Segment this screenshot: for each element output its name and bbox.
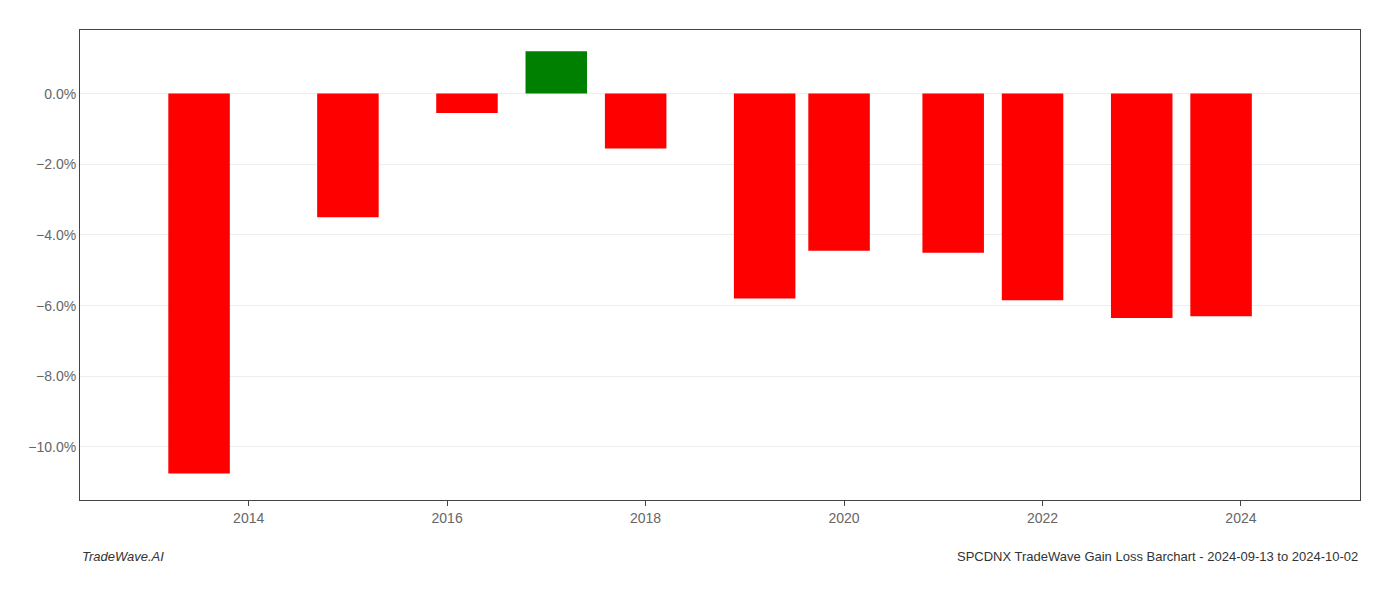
- svg-text:2016: 2016: [432, 510, 463, 526]
- svg-text:TradeWave.AI: TradeWave.AI: [82, 549, 164, 564]
- svg-text:SPCDNX TradeWave Gain Loss Bar: SPCDNX TradeWave Gain Loss Barchart - 20…: [957, 549, 1358, 564]
- svg-text:2022: 2022: [1027, 510, 1058, 526]
- svg-text:−8.0%: −8.0%: [36, 368, 76, 384]
- svg-text:2020: 2020: [828, 510, 859, 526]
- svg-text:−10.0%: −10.0%: [28, 439, 76, 455]
- svg-text:−4.0%: −4.0%: [36, 227, 76, 243]
- svg-text:0.0%: 0.0%: [44, 86, 76, 102]
- svg-text:−6.0%: −6.0%: [36, 298, 76, 314]
- svg-text:−2.0%: −2.0%: [36, 156, 76, 172]
- svg-text:2014: 2014: [233, 510, 264, 526]
- svg-text:2024: 2024: [1225, 510, 1256, 526]
- svg-text:2018: 2018: [630, 510, 661, 526]
